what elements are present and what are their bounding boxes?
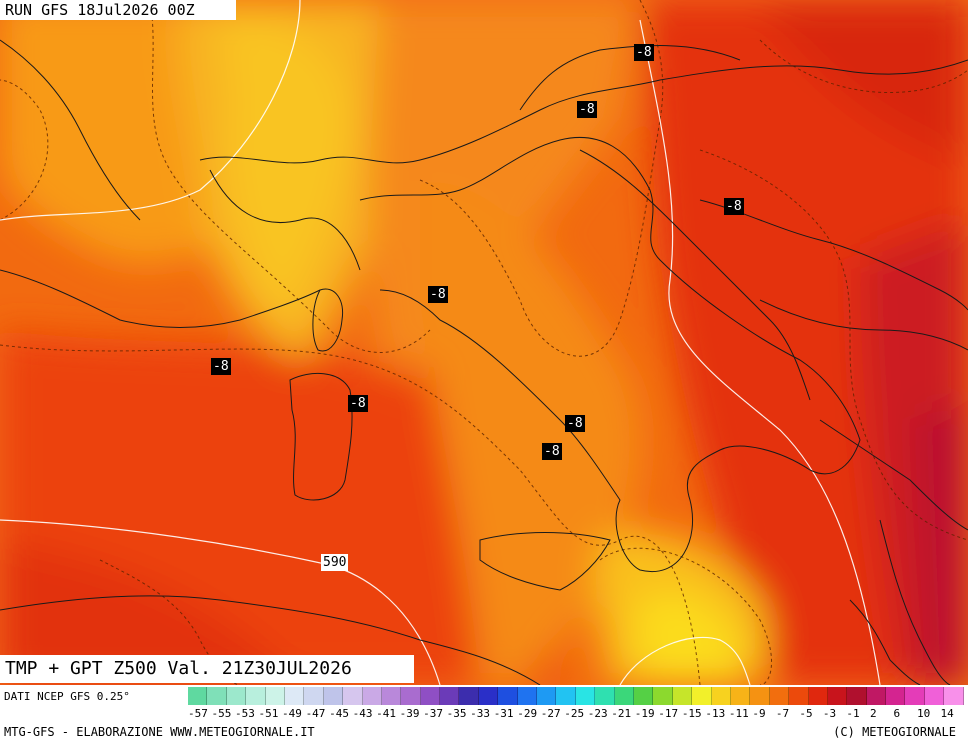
coastlines-borders [0, 39, 968, 685]
legend-color-cell [207, 687, 227, 705]
legend-tick: -5 [799, 707, 813, 720]
legend-tick: -3 [822, 707, 837, 720]
legend-color-cell [711, 687, 731, 705]
legend-color-cell [653, 687, 673, 705]
legend-tick: -17 [658, 707, 679, 720]
legend-color-cell [517, 687, 538, 705]
legend-tick: -49 [282, 707, 302, 720]
isotherm-label: -8 [634, 44, 654, 61]
legend-color-cell [381, 687, 402, 705]
legend-tick: -23 [587, 707, 608, 720]
legend-tick: -15 [681, 707, 702, 720]
legend-color-bar [188, 687, 964, 705]
run-label: RUN GFS 18Jul2026 00Z [0, 0, 236, 20]
legend-tick: 6 [893, 707, 901, 720]
temperature-field [0, 0, 968, 685]
legend-tick: -41 [376, 707, 396, 720]
legend-tick: -51 [258, 707, 279, 720]
legend-color-cell [575, 687, 596, 705]
legend-color-cell [827, 687, 848, 705]
legend-color-cell [924, 687, 945, 705]
legend-tick: -31 [493, 707, 514, 720]
isotherm-label: -8 [577, 101, 597, 118]
legend-color-cell [246, 687, 266, 705]
legend-color-cell [730, 687, 751, 705]
legend-tick: -27 [540, 707, 561, 720]
legend-color-cell [595, 687, 615, 705]
legend-tick: -37 [423, 707, 444, 720]
isotherm-label: -8 [348, 395, 368, 412]
isotherm-label: -8 [724, 198, 744, 215]
legend-color-cell [886, 687, 906, 705]
legend-tick: -25 [564, 707, 585, 720]
legend-color-cell [498, 687, 518, 705]
legend-tick: -9 [752, 707, 766, 720]
legend-color-cell [905, 687, 925, 705]
legend-color-cell [789, 687, 809, 705]
legend-color-cell [478, 687, 499, 705]
legend-tick: 14 [940, 707, 954, 720]
legend-color-cell [323, 687, 344, 705]
legend-tick: -33 [470, 707, 491, 720]
color-legend: DATI NCEP GFS 0.25° -57 -55 -53 -51 -49 -47 -4… [0, 685, 968, 745]
legend-color-cell [769, 687, 790, 705]
legend-color-cell [362, 687, 382, 705]
legend-color-cell [866, 687, 887, 705]
legend-color-cell [556, 687, 576, 705]
legend-tick: -13 [705, 707, 726, 720]
isotherm-label: -8 [565, 415, 585, 432]
isotherm-label: -8 [428, 286, 448, 303]
legend-color-cell [537, 687, 557, 705]
legend-tick: -43 [352, 707, 373, 720]
legend-color-cell [440, 687, 460, 705]
validity-label: TMP + GPT Z500 Val. 21Z30JUL2026 [0, 655, 414, 683]
legend-color-cell [459, 687, 479, 705]
copyright: (C) METEOGIORNALE [833, 725, 956, 739]
legend-color-cell [672, 687, 693, 705]
legend-tick: -11 [728, 707, 749, 720]
legend-color-cell [692, 687, 712, 705]
isotherm-label: -8 [542, 443, 562, 460]
legend-color-cell [304, 687, 324, 705]
isotherm-label: -8 [211, 358, 231, 375]
legend-tick: -35 [446, 707, 467, 720]
legend-color-cell [614, 687, 634, 705]
legend-tick: -39 [399, 707, 420, 720]
legend-tick: -21 [611, 707, 632, 720]
legend-color-cell [633, 687, 654, 705]
legend-tick: -53 [235, 707, 255, 720]
legend-tick: -7 [775, 707, 790, 720]
legend-color-cell [944, 687, 964, 705]
legend-color-cell [808, 687, 828, 705]
legend-tick: -47 [305, 707, 326, 720]
legend-color-cell [284, 687, 305, 705]
legend-color-cell [343, 687, 363, 705]
legend-color-cell [265, 687, 285, 705]
legend-tick: -57 [188, 707, 208, 720]
legend-color-cell [847, 687, 867, 705]
legend-tick: -19 [634, 707, 655, 720]
legend-tick: -55 [211, 707, 232, 720]
map-canvas [0, 0, 968, 685]
legend-tick: 2 [869, 707, 877, 720]
legend-tick: 10 [916, 707, 931, 720]
geopotential-label: 590 [321, 554, 349, 571]
legend-color-cell [188, 687, 208, 705]
legend-color-cell [750, 687, 770, 705]
data-source-credit: DATI NCEP GFS 0.25° [4, 690, 130, 703]
legend-color-cell [401, 687, 421, 705]
geopotential-contours [0, 0, 881, 685]
legend-color-cell [420, 687, 441, 705]
legend-tick: -1 [846, 707, 860, 720]
weather-map: RUN GFS 18Jul2026 00Z -8 -8 -8 -8 -8 -8 … [0, 0, 968, 685]
legend-tick: -29 [517, 707, 538, 720]
legend-tick: -45 [329, 707, 349, 720]
legend-color-cell [226, 687, 247, 705]
footer-credit: MTG-GFS - ELABORAZIONE WWW.METEOGIORNALE… [4, 725, 315, 739]
